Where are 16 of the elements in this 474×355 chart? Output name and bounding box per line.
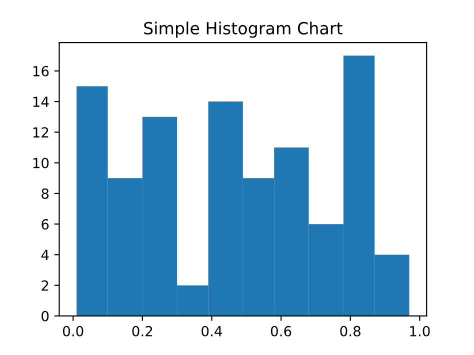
chart-title: Simple Histogram Chart xyxy=(144,22,342,38)
x-tick-label: 0.8 xyxy=(340,326,360,336)
y-tick-label: 14 xyxy=(33,96,49,107)
y-tick-label: 6 xyxy=(42,219,49,230)
y-tick-label: 0 xyxy=(42,310,49,322)
y-tick-label: 10 xyxy=(33,158,49,168)
y-tick-label: 4 xyxy=(41,250,49,260)
y-tick-label: 16 xyxy=(33,66,49,76)
y-tick-label: 2 xyxy=(42,280,48,291)
x-tick-label: 0.6 xyxy=(270,326,292,336)
x-tick-label: 1.0 xyxy=(410,326,430,336)
y-tick-label: 8 xyxy=(42,188,49,199)
y-tick-label: 12 xyxy=(33,127,48,138)
x-tick-label: 0.2 xyxy=(132,326,152,336)
x-tick-label: 0.0 xyxy=(62,326,84,336)
x-tick-label: 0.4 xyxy=(202,326,222,336)
